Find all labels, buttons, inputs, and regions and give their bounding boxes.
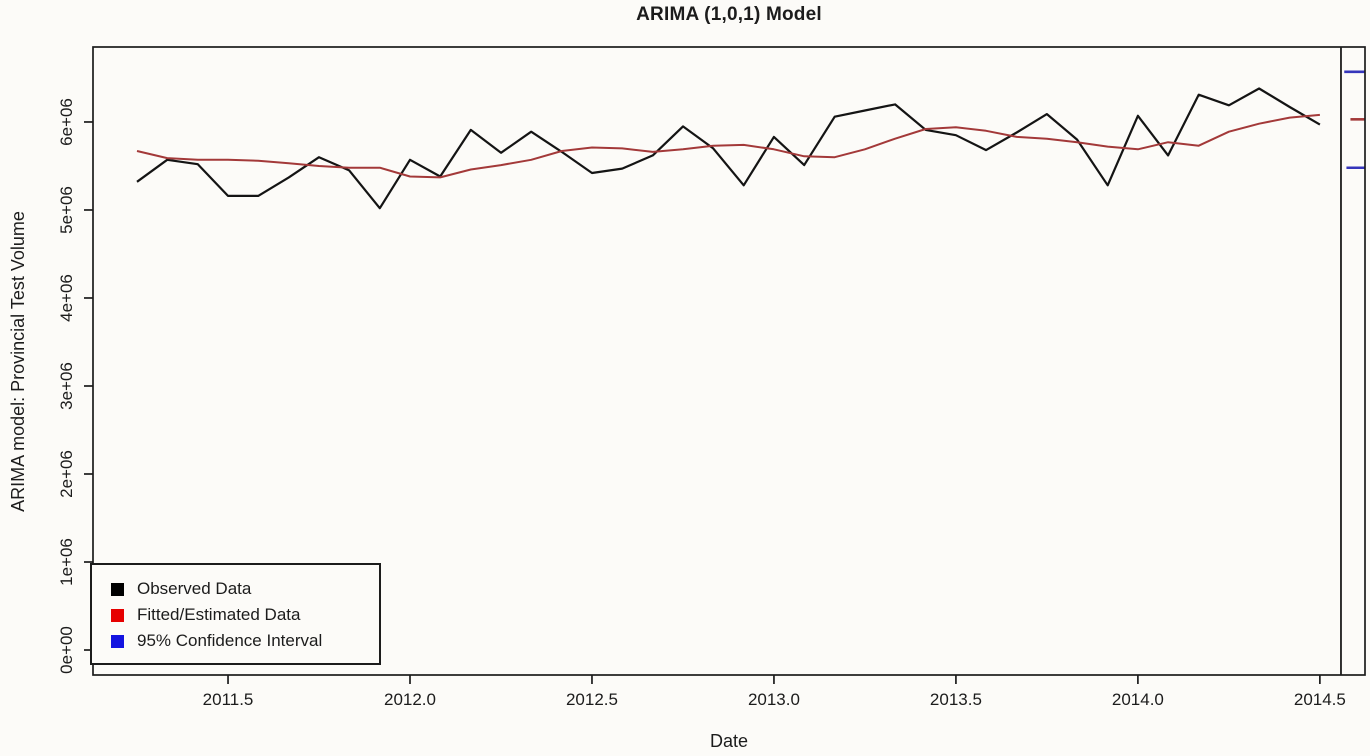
legend-label: 95% Confidence Interval	[137, 631, 323, 650]
fitted-line	[136, 113, 1320, 179]
x-tick-label: 2014.5	[1294, 690, 1346, 709]
observed-swatch-icon	[111, 582, 124, 596]
chart-title: ARIMA (1,0,1) Model	[636, 4, 822, 25]
legend-item-observed: Observed Data	[92, 576, 379, 602]
plot-border	[92, 46, 1366, 676]
fitted-swatch-icon	[111, 608, 124, 622]
y-axis-title: ARIMA model: Provincial Test Volume	[0, 47, 36, 675]
observed-line	[136, 87, 1321, 210]
x-tick-label: 2014.0	[1112, 690, 1164, 709]
y-tick-label: 4e+06	[57, 274, 76, 322]
legend-item-fitted: Fitted/Estimated Data	[92, 602, 379, 628]
x-tick-label: 2011.5	[203, 690, 254, 709]
y-tick-label: 3e+06	[57, 362, 76, 410]
legend-box: Observed Data Fitted/Estimated Data 95% …	[90, 563, 381, 665]
y-tick-label: 0e+00	[57, 626, 76, 674]
x-tick-label: 2013.0	[748, 690, 800, 709]
y-tick-label: 6e+06	[57, 98, 76, 146]
confidence-swatch-icon	[111, 634, 124, 648]
x-axis-title: Date	[709, 731, 749, 751]
y-tick-label: 2e+06	[57, 450, 76, 498]
x-tick-label: 2013.5	[930, 690, 982, 709]
y-tick-label: 5e+06	[57, 186, 76, 234]
y-tick-label: 1e+06	[57, 538, 76, 586]
x-tick-label: 2012.5	[566, 690, 618, 709]
y-axis-title-text: ARIMA model: Provincial Test Volume	[7, 210, 28, 512]
legend-item-confidence: 95% Confidence Interval	[92, 628, 379, 654]
legend-label: Fitted/Estimated Data	[137, 605, 301, 624]
x-tick-label: 2012.0	[384, 690, 436, 709]
legend-label: Observed Data	[137, 579, 252, 598]
